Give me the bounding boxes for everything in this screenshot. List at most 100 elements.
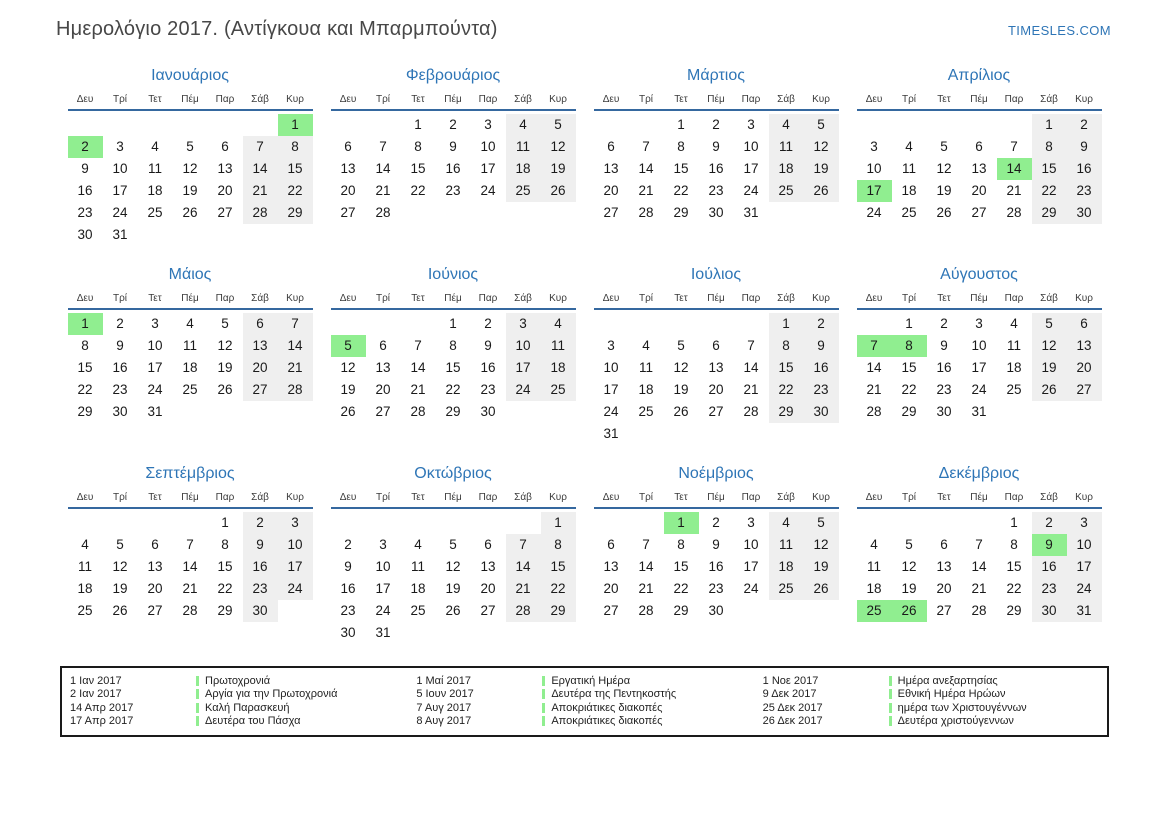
day-cell: 5 [186, 139, 194, 154]
weekday-divider [330, 308, 576, 310]
legend-holiday-name: Αργία για την Πρωτοχρονιά [205, 688, 338, 701]
empty-cell [103, 114, 138, 136]
day-cell: 4 [768, 114, 804, 136]
day-cell: 29 [1031, 202, 1067, 224]
day-cell: 8 [677, 139, 685, 154]
day-cell: 22 [540, 578, 576, 600]
month-title: Αύγουστος [940, 266, 1018, 283]
day-cell: 13 [480, 559, 496, 574]
weekday-label: Σάβ [777, 94, 795, 105]
site-link[interactable]: TIMESLES.COM [1007, 23, 1111, 38]
day-cell: 2 [344, 537, 352, 552]
empty-cell [173, 512, 208, 534]
legend-date: 1 Ιαν 2017 [70, 674, 122, 687]
weekday-label: Πέμ [970, 492, 988, 503]
day-cell: 27 [603, 205, 619, 220]
day-cell: 27 [242, 379, 278, 401]
empty-cell [366, 114, 401, 136]
day-cell: 6 [940, 537, 948, 552]
week-row: 27 28 29 30 [594, 600, 839, 622]
weekday-header-row: Δευ Τρί Τετ Πέμ Παρ Σάβ Κυρ [594, 94, 839, 109]
holiday-marker [542, 675, 546, 686]
day-cell: 4 [81, 537, 89, 552]
week-row: 17 18 19 20 21 22 23 [594, 379, 839, 401]
day-cell: 13 [242, 335, 278, 357]
day-cell: 8 [449, 338, 457, 353]
day-cell: 23 [77, 205, 93, 220]
legend-date: 14 Απρ 2017 [70, 701, 134, 714]
empty-cell [892, 512, 927, 534]
day-cell: 10 [743, 139, 759, 154]
weekday-label: Κυρ [812, 293, 830, 304]
legend-holiday-name: Αποκριάτικες διακοπές [551, 715, 663, 728]
day-cell: 18 [410, 581, 426, 596]
week-row: 10 11 12 13 14 15 16 [594, 357, 839, 379]
day-cell: 20 [936, 581, 952, 596]
day-cell: 24 [603, 404, 619, 419]
day-cell: 21 [277, 357, 313, 379]
day-cell: 23 [445, 183, 461, 198]
week-row: 17 18 19 20 21 22 23 [856, 180, 1102, 202]
weekday-label: Σάβ [1040, 293, 1058, 304]
day-cell: 16 [445, 161, 461, 176]
day-cell: 30 [708, 205, 724, 220]
day-cell: 15 [217, 559, 233, 574]
weekday-label: Παρ [215, 492, 235, 503]
day-cell: 3 [505, 313, 541, 335]
legend-column-2: 1 Μαί 2017 Εργατική Ημέρα 5 Ιουν 2017 Δευτέ… [416, 674, 752, 728]
empty-cell [1067, 401, 1102, 423]
empty-cell [278, 401, 313, 423]
day-cell: 2 [116, 316, 124, 331]
weekday-header-row: Δευ Τρί Τετ Πέμ Παρ Σάβ Κυρ [331, 492, 576, 507]
legend-holiday-name: Εργατική Ημέρα [551, 674, 631, 687]
weekday-label: Παρ [741, 293, 761, 304]
weekday-label: Σάβ [251, 492, 269, 503]
day-cell: 9 [803, 335, 839, 357]
day-cell: 23 [242, 578, 278, 600]
week-row: 24 25 26 27 28 29 30 [594, 401, 839, 423]
month-title: Νοέμβριος [678, 465, 754, 482]
empty-cell [804, 202, 839, 224]
legend-entry: 2 Ιαν 2017 Αργία για την Πρωτοχρονιά [70, 688, 406, 702]
month-title: Σεπτέμβριος [145, 465, 235, 482]
day-cell: 22 [410, 183, 426, 198]
month-title: Μάιος [168, 266, 212, 283]
day-cell: 24 [743, 183, 759, 198]
week-row: 1 [331, 512, 576, 534]
empty-cell [769, 202, 804, 224]
empty-cell [629, 423, 664, 445]
empty-cell [734, 600, 769, 622]
day-cell: 11 [540, 335, 576, 357]
day-cell: 15 [410, 161, 426, 176]
weekday-label: Τρί [112, 94, 128, 105]
week-row: 20 21 22 23 24 25 26 [594, 180, 839, 202]
day-cell: 17 [1066, 556, 1102, 578]
weekday-label: Τετ [937, 293, 951, 304]
day-cell: 29 [673, 603, 689, 618]
day-cell: 19 [803, 158, 839, 180]
day-cell: 22 [673, 183, 689, 198]
day-cell: 15 [673, 559, 689, 574]
day-cell: 21 [638, 183, 654, 198]
month-1: Ιανουάριος Δευ Τρί Τετ Πέμ Παρ Σάβ Κυρ 1 2 3 4 5 6 7 8 9… [67, 67, 313, 246]
day-cell: 3 [277, 512, 313, 534]
day-cell: 24 [112, 205, 128, 220]
day-cell: 15 [1006, 559, 1022, 574]
holiday-marker [196, 702, 199, 713]
month-4: Απρίλιος Δευ Τρί Τετ Πέμ Παρ Σάβ Κυρ 1 2 3 4 5 6 7 8 9 10… [856, 67, 1102, 246]
day-cell: 31 [375, 625, 391, 640]
day-cell: 1 [277, 114, 313, 136]
holiday-marker [196, 716, 199, 727]
weekday-label: Τετ [411, 94, 425, 105]
empty-cell [541, 401, 576, 423]
legend-holiday-name: Δευτέρα χριστούγεννων [897, 715, 1014, 728]
legend-holiday-name: ημέρα των Χριστουγέννων [897, 701, 1027, 714]
empty-cell [366, 512, 401, 534]
day-cell: 1 [1031, 114, 1067, 136]
day-cell: 17 [147, 360, 163, 375]
empty-cell [892, 114, 927, 136]
weekday-label: Παρ [741, 94, 761, 105]
